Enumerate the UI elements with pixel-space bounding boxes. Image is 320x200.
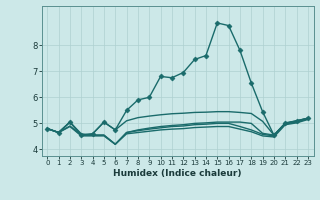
X-axis label: Humidex (Indice chaleur): Humidex (Indice chaleur) bbox=[113, 169, 242, 178]
